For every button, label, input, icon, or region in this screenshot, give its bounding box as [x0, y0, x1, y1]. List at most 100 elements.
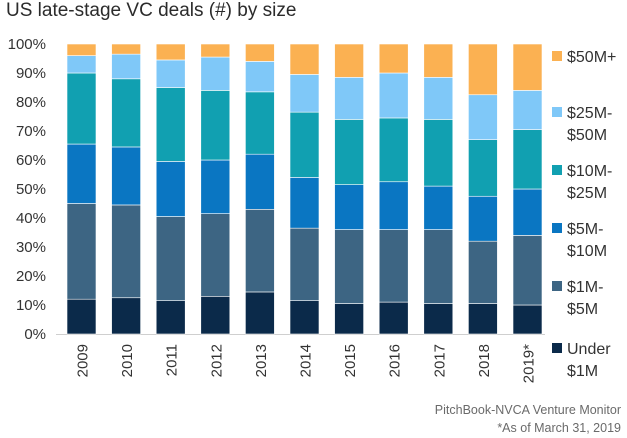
bar-segment	[245, 209, 275, 293]
legend-label: $50M+	[567, 49, 616, 66]
bar-segment	[245, 61, 275, 93]
bar-segment	[155, 216, 186, 301]
bar-segment	[111, 204, 141, 299]
bar-segment	[66, 143, 97, 204]
bar-segment	[378, 72, 409, 119]
bar-segment	[155, 43, 186, 61]
bar-segment	[468, 139, 498, 197]
bar-segment	[245, 153, 275, 210]
x-tick-label: 2012	[208, 344, 225, 377]
bar-segment	[289, 177, 320, 229]
bar-segment	[66, 298, 97, 335]
bar-segment	[512, 129, 543, 190]
bar-segment	[111, 297, 141, 335]
x-tick-label: 2015	[342, 344, 359, 377]
bar-segment	[66, 72, 97, 145]
legend-label: $5M	[567, 301, 598, 318]
bar-segment	[289, 300, 320, 335]
bar-segment	[378, 229, 409, 303]
legend-swatch	[552, 165, 562, 175]
x-tick-label: 2017	[431, 344, 448, 377]
bar-segment	[378, 301, 409, 335]
bar-segment	[155, 59, 186, 88]
legend-label: $25M	[567, 185, 607, 202]
x-tick-label: 2011	[164, 344, 181, 376]
bar-segment	[423, 43, 454, 78]
y-tick-label: 70%	[16, 123, 46, 140]
bar-segment	[512, 188, 543, 236]
bar-segment	[423, 185, 454, 230]
x-tick-label: 2019*	[521, 344, 538, 383]
bar-segment	[200, 159, 231, 214]
bar-segment	[111, 43, 141, 55]
legend-label: $25M-	[567, 105, 612, 122]
bar-segment	[66, 43, 97, 56]
x-tick-label: 2010	[119, 344, 136, 377]
chart-title: US late-stage VC deals (#) by size	[6, 0, 297, 21]
bar-segment	[378, 117, 409, 183]
legend-swatch	[552, 223, 562, 233]
bar-segment	[245, 291, 275, 335]
legend-label: $10M-	[567, 163, 612, 180]
y-tick-label: 60%	[16, 152, 46, 169]
bar-segment	[334, 303, 364, 335]
bar-segment	[334, 119, 364, 185]
bar-segment	[378, 43, 409, 74]
bar-segment	[423, 119, 454, 187]
bar-segment	[66, 203, 97, 300]
bar-segment	[423, 77, 454, 120]
bar-segment	[334, 229, 364, 304]
legend-swatch	[552, 281, 562, 291]
y-tick-label: 100%	[8, 36, 46, 53]
bar-segment	[334, 77, 364, 120]
bar-segment	[200, 56, 231, 91]
bar-segment	[512, 235, 543, 306]
bar-segment	[111, 146, 141, 206]
bar-segment	[289, 43, 320, 75]
y-tick-label: 90%	[16, 65, 46, 82]
footnote: *As of March 31, 2019	[497, 421, 621, 435]
legend-label: $5M-	[567, 221, 603, 238]
bar-segment	[468, 240, 498, 304]
y-tick-label: 40%	[16, 210, 46, 227]
bar-segment	[155, 87, 186, 162]
legend-swatch	[552, 107, 562, 117]
bar-segment	[111, 53, 141, 80]
bar-segment	[66, 55, 97, 74]
y-tick-label: 80%	[16, 94, 46, 111]
bar-segment	[468, 303, 498, 335]
y-tick-label: 20%	[16, 268, 46, 285]
bar-segment	[423, 229, 454, 304]
legend-label: Under	[567, 341, 611, 358]
x-tick-label: 2013	[253, 344, 270, 377]
bar-segment	[245, 43, 275, 62]
bar-segment	[200, 213, 231, 297]
bar-segment	[378, 181, 409, 230]
y-tick-label: 30%	[16, 239, 46, 256]
x-tick-label: 2018	[476, 344, 493, 377]
bar-segment	[289, 74, 320, 113]
legend-label: $50M	[567, 127, 607, 144]
bar-segment	[289, 227, 320, 301]
x-tick-label: 2014	[298, 344, 315, 377]
legend-swatch	[552, 343, 562, 353]
legend-label: $1M-	[567, 279, 603, 296]
x-tick-label: 2009	[75, 344, 92, 377]
source-note: PitchBook-NVCA Venture Monitor	[434, 403, 621, 417]
bar-segment	[111, 78, 141, 148]
bar-segment	[200, 295, 231, 335]
legend-label: $1M	[567, 363, 598, 380]
bar-segment	[200, 43, 231, 58]
bar-segment	[512, 43, 543, 91]
y-tick-label: 50%	[16, 181, 46, 198]
bar-segment	[423, 303, 454, 335]
bar-segment	[155, 300, 186, 335]
bar-segment	[468, 195, 498, 242]
y-tick-label: 0%	[24, 326, 46, 343]
bar-segment	[468, 43, 498, 96]
bar-segment	[334, 43, 364, 78]
y-tick-label: 10%	[16, 297, 46, 314]
bar-segment	[334, 184, 364, 230]
bar-segment	[155, 161, 186, 217]
